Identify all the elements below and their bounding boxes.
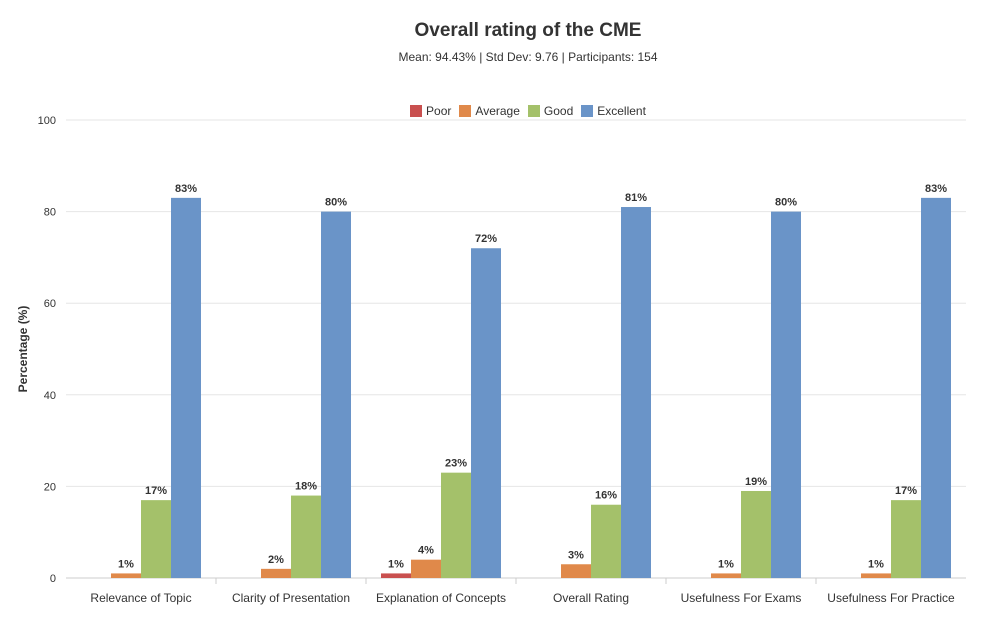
legend-label: Excellent (597, 104, 646, 118)
legend-swatch (459, 105, 472, 117)
bar-excellent (771, 211, 801, 578)
legend-item[interactable]: Poor (410, 104, 451, 118)
bar-excellent (171, 197, 201, 579)
data-label: 16% (595, 490, 617, 502)
bar-excellent (471, 248, 501, 579)
x-tick-label: Relevance of Topic (90, 591, 191, 605)
legend-label: Average (475, 104, 520, 118)
bar-good (291, 495, 321, 578)
y-tick-label: 60 (44, 298, 56, 310)
data-label: 1% (718, 558, 734, 570)
legend: Poor Average Good Excellent (0, 104, 1007, 120)
data-label: 17% (895, 485, 917, 497)
data-label: 72% (475, 233, 497, 245)
data-label: 18% (295, 481, 317, 493)
data-label: 2% (268, 554, 284, 566)
legend-swatch (527, 105, 540, 117)
chart-title: Overall rating of the CME (414, 20, 642, 41)
x-tick-label: Clarity of Presentation (232, 591, 350, 605)
y-tick-label: 40 (44, 390, 56, 402)
y-tick-label: 0 (50, 573, 56, 585)
bar-good (141, 500, 171, 578)
bar-good (891, 500, 921, 578)
bar-excellent (921, 197, 951, 579)
data-label: 80% (325, 197, 347, 209)
bar-poor (381, 573, 411, 578)
data-label: 80% (775, 197, 797, 209)
data-label: 3% (568, 549, 584, 561)
legend-label: Poor (426, 104, 452, 118)
x-tick-label: Usefulness For Exams (681, 591, 802, 605)
bar-average (111, 573, 141, 578)
bar-average (261, 568, 291, 578)
bar-good (441, 472, 471, 578)
bar-average (861, 573, 891, 578)
data-label: 1% (868, 558, 884, 570)
chart-subtitle: Mean: 94.43% | Std Dev: 9.76 | Participa… (398, 50, 658, 64)
data-label: 4% (418, 545, 434, 557)
data-label: 81% (625, 192, 647, 204)
data-label: 1% (388, 558, 404, 570)
data-label: 1% (118, 558, 134, 570)
legend-label: Good (543, 104, 574, 118)
data-label: 83% (925, 183, 947, 195)
legend-swatch (581, 105, 594, 117)
legend-swatch (410, 105, 423, 117)
legend-item[interactable]: Excellent (581, 104, 646, 118)
data-label: 83% (175, 183, 197, 195)
x-tick-label: Usefulness For Practice (827, 591, 955, 605)
y-tick-label: 100 (38, 115, 56, 127)
data-label: 19% (745, 476, 767, 488)
y-tick-label: 20 (44, 481, 56, 493)
data-label: 23% (445, 458, 467, 470)
bar-excellent (321, 211, 351, 578)
bar-good (741, 490, 771, 578)
bar-average (561, 564, 591, 578)
bar-excellent (621, 207, 651, 578)
y-axis-label: Percentage (%) (16, 306, 30, 393)
y-tick-label: 80 (44, 207, 56, 219)
x-tick-label: Explanation of Concepts (376, 591, 506, 605)
bar-average (411, 559, 441, 578)
bar-good (591, 504, 621, 578)
bar-average (711, 573, 741, 578)
legend-item[interactable]: Good (527, 104, 574, 118)
legend-item[interactable]: Average (459, 104, 520, 118)
data-label: 17% (145, 485, 167, 497)
x-tick-label: Overall Rating (553, 591, 629, 605)
